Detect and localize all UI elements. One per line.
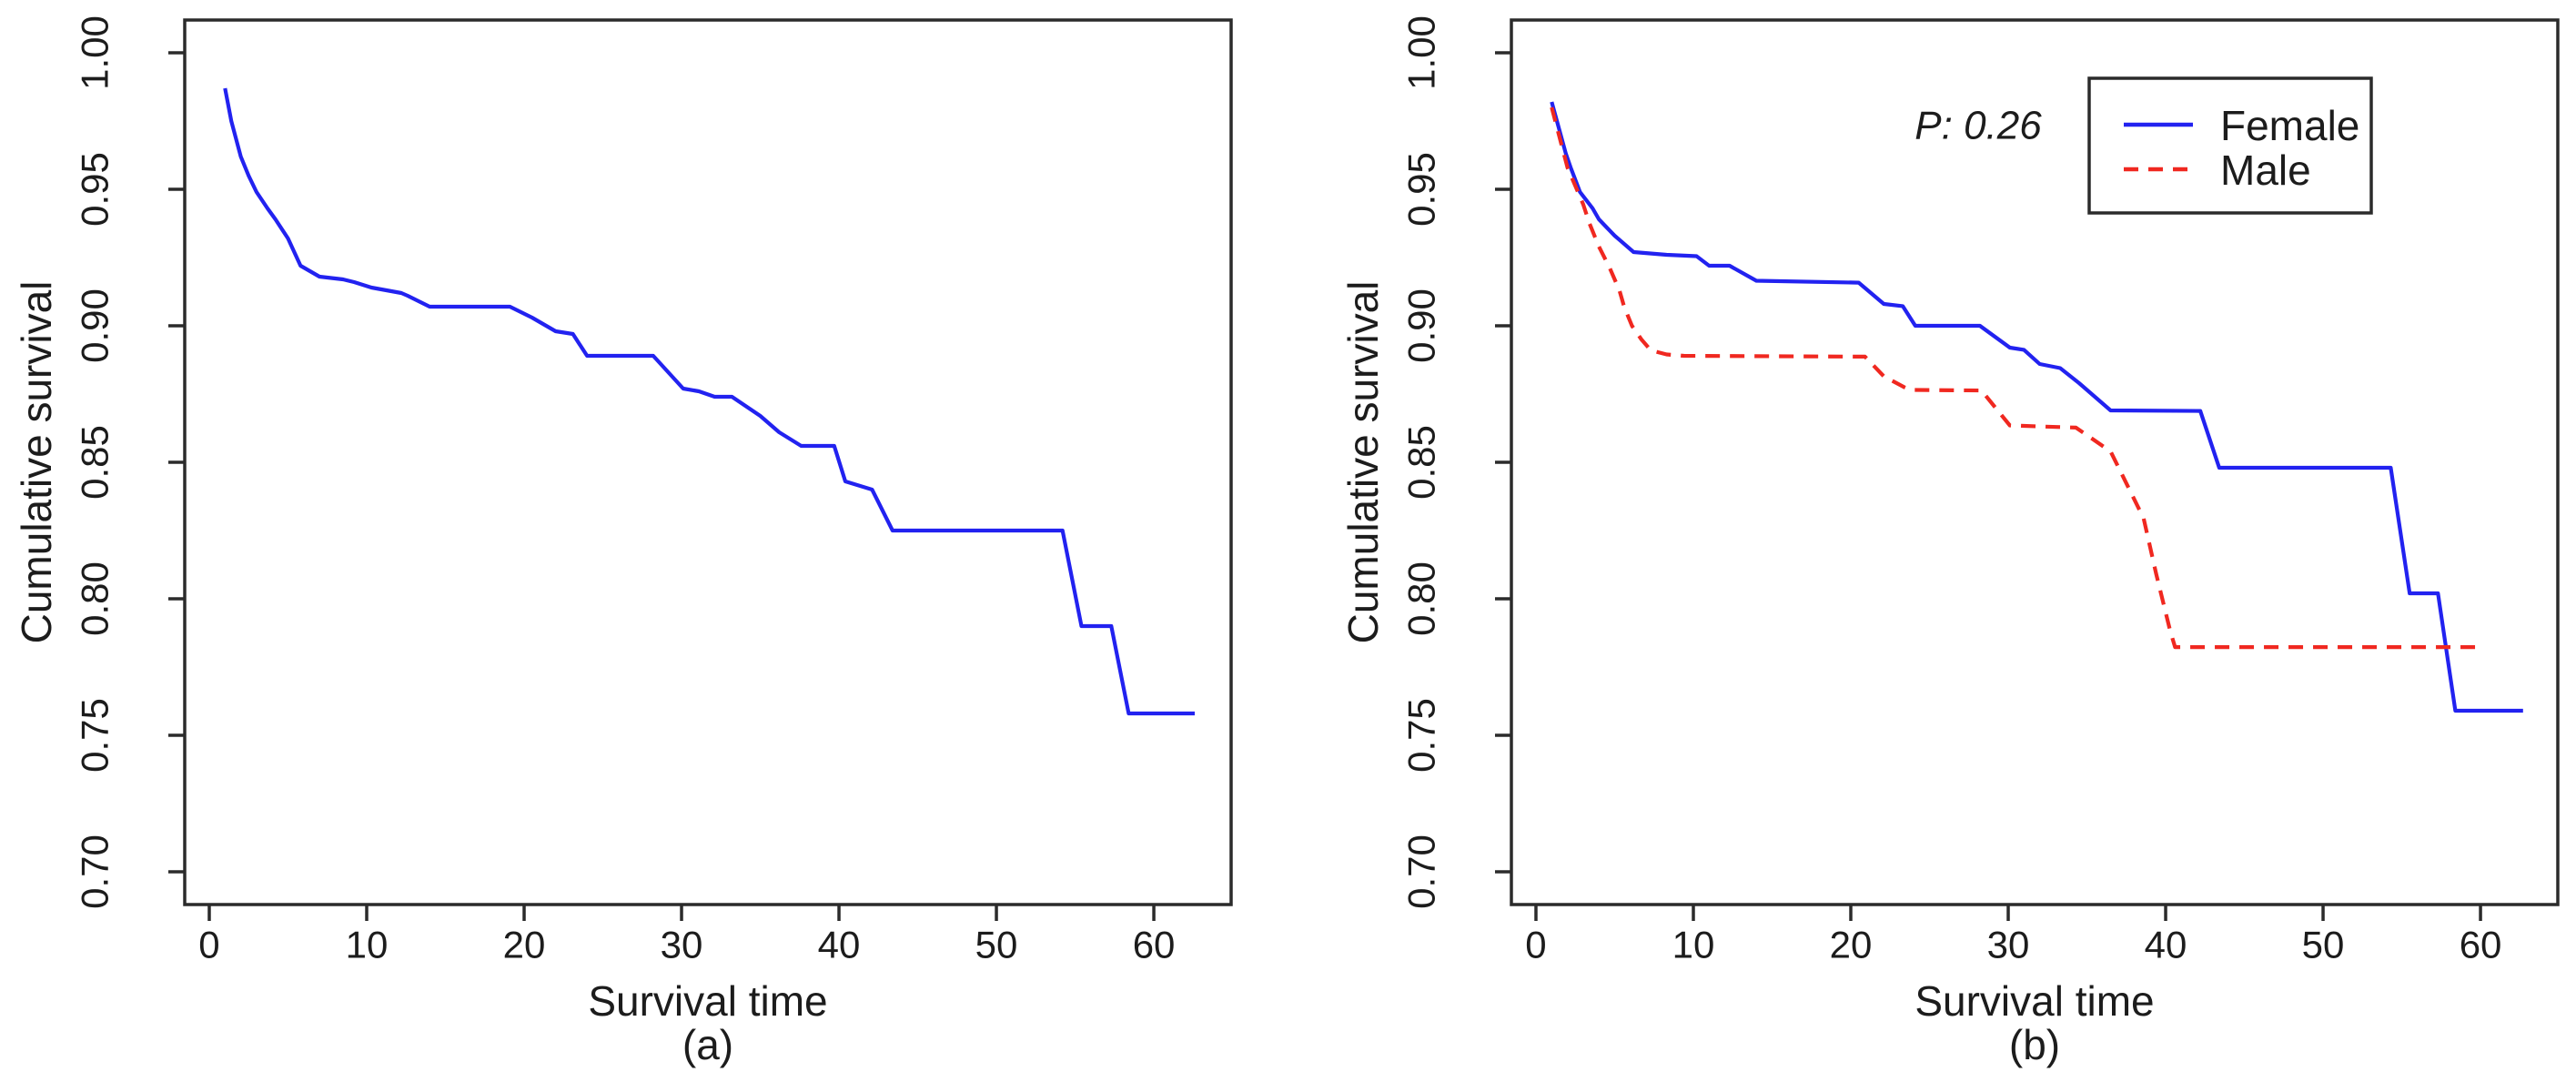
x-tick-label: 40 xyxy=(2145,924,2187,966)
y-tick-label: 0.90 xyxy=(74,288,116,363)
y-tick-label: 1.00 xyxy=(74,15,116,90)
plot-box-a xyxy=(183,18,1233,906)
y-tick-label: 0.80 xyxy=(1400,561,1443,636)
x-tick-label: 50 xyxy=(2302,924,2345,966)
plot-box-b xyxy=(1510,18,2560,906)
x-tick-label: 10 xyxy=(1672,924,1715,966)
series-line-female xyxy=(1550,101,2523,713)
x-tick-label: 50 xyxy=(975,924,1018,966)
series-line-male xyxy=(1550,106,2484,650)
y-tick-label: 1.00 xyxy=(1400,15,1443,90)
panel-caption: (b) xyxy=(2009,1021,2060,1068)
y-tick-label: 0.85 xyxy=(1400,425,1443,500)
x-tick-label: 30 xyxy=(1987,924,2030,966)
y-tick-label: 0.85 xyxy=(74,425,116,500)
y-tick-label: 0.75 xyxy=(1400,698,1443,773)
y-tick-label: 0.70 xyxy=(74,834,116,909)
x-tick-label: 30 xyxy=(661,924,703,966)
x-tick-label: 0 xyxy=(1525,924,1546,966)
x-tick-label: 10 xyxy=(346,924,389,966)
series-line-a xyxy=(223,87,1195,716)
panel-caption: (a) xyxy=(682,1021,733,1068)
legend-box xyxy=(2087,76,2373,215)
x-axis-title: Survival time xyxy=(1914,977,2154,1025)
y-tick-label: 0.95 xyxy=(74,152,116,227)
p-value-annotation: P: 0.26 xyxy=(1914,104,2042,148)
x-tick-label: 60 xyxy=(1133,924,1176,966)
legend-label-male: Male xyxy=(2220,147,2311,194)
y-tick-label: 0.90 xyxy=(1400,288,1443,363)
y-tick-label: 0.95 xyxy=(1400,152,1443,227)
y-axis-title: Cumulative survival xyxy=(1339,281,1387,644)
y-tick-label: 0.70 xyxy=(1400,834,1443,909)
y-tick-label: 0.80 xyxy=(74,561,116,636)
legend-label-female: Female xyxy=(2220,102,2359,149)
y-tick-label: 0.75 xyxy=(74,698,116,773)
x-tick-label: 60 xyxy=(2460,924,2502,966)
x-tick-label: 40 xyxy=(818,924,861,966)
x-tick-label: 20 xyxy=(1830,924,1873,966)
y-axis-title: Cumulative survival xyxy=(13,281,60,644)
x-tick-label: 0 xyxy=(198,924,219,966)
x-axis-title: Survival time xyxy=(588,977,827,1025)
x-tick-label: 20 xyxy=(503,924,546,966)
